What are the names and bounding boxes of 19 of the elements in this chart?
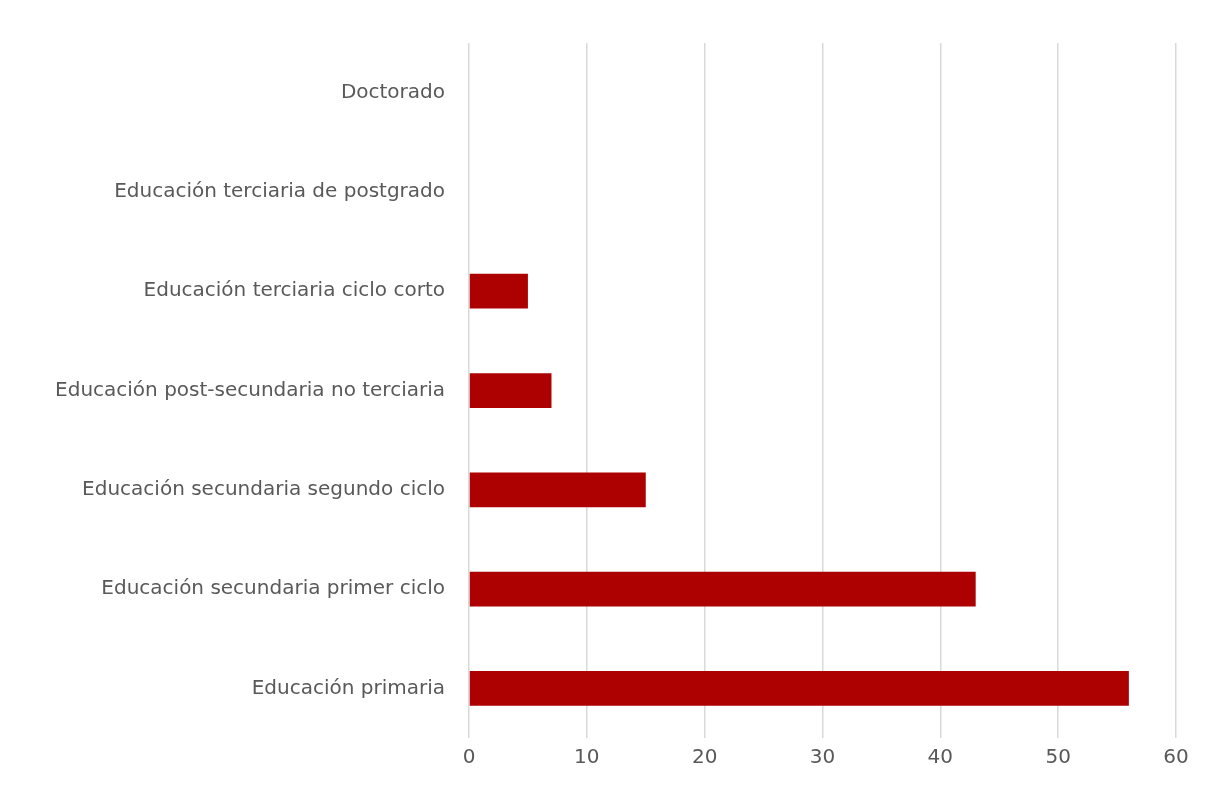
x-tick-label: 30 [809, 744, 836, 769]
bar [469, 571, 976, 607]
bar [469, 472, 646, 508]
y-tick-label: Educación terciaria de postgrado [114, 178, 445, 203]
x-tick-label: 0 [462, 744, 476, 769]
bar [469, 373, 552, 408]
x-tick-label: 60 [1163, 744, 1189, 769]
y-tick-label: Educación primaria [251, 674, 445, 699]
x-tick-label: 50 [1045, 744, 1071, 769]
x-tick-label: 40 [927, 744, 954, 769]
y-tick-label: Educación terciaria ciclo corto [143, 277, 445, 302]
x-tick-label: 20 [691, 744, 718, 769]
y-tick-label: Educación secundaria primer ciclo [101, 575, 445, 600]
y-tick-label: Doctorado [340, 78, 445, 103]
x-tick-label: 10 [574, 744, 600, 769]
y-tick-label: Educación secundaria segundo ciclo [82, 475, 445, 500]
bar [469, 273, 528, 309]
bar [469, 670, 1129, 706]
y-tick-label: Educación post-secundaria no terciaria [55, 376, 445, 401]
